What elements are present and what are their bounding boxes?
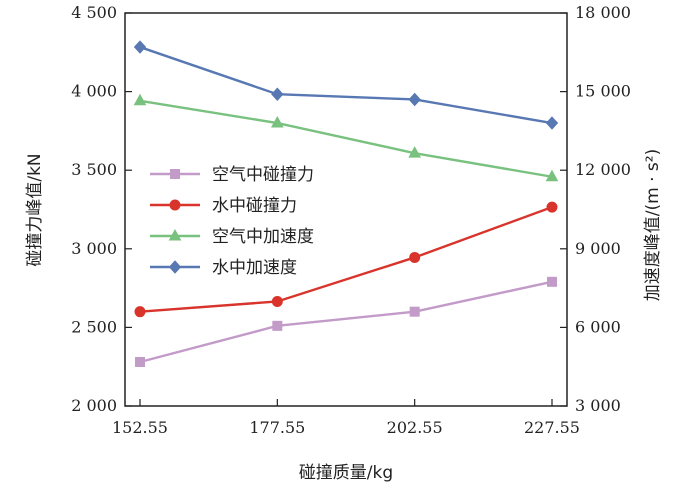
data-point [133, 40, 147, 54]
data-point [271, 295, 283, 307]
y-right-tick-label: 3 000 [575, 396, 621, 415]
y-right-tick-label: 6 000 [575, 317, 621, 336]
series-layer [133, 40, 559, 367]
x-tick-label: 177.55 [249, 418, 305, 437]
ticks: 2 000 2 500 3 000 3 500 4 000 4 500 3 000 6 000… [71, 3, 631, 437]
data-point [135, 356, 145, 367]
y-left-tick-label: 2 500 [71, 317, 117, 336]
legend-item: 空气中加速度 [150, 227, 314, 247]
y-right-tick-label: 15 000 [575, 82, 631, 101]
series-line [139, 45, 553, 125]
series-line [139, 99, 553, 178]
legend-label: 空气中碰撞力 [212, 165, 314, 185]
data-point [270, 116, 284, 128]
x-tick-label: 152.55 [112, 418, 168, 437]
data-point [409, 306, 420, 317]
legend-marker [169, 199, 181, 211]
legend-label: 水中加速度 [212, 258, 297, 278]
data-point [133, 93, 147, 106]
legend-marker [168, 228, 182, 241]
y-right-tick-label: 18 000 [575, 3, 631, 22]
data-point [409, 251, 421, 263]
y-right-tick-label: 12 000 [575, 160, 631, 179]
legend-label: 空气中加速度 [212, 227, 314, 247]
data-point [545, 169, 559, 182]
y-axis-right-title: 加速度峰值/(m · s²) [643, 149, 663, 301]
axes [124, 12, 568, 407]
data-point [271, 87, 284, 101]
legend-marker [170, 169, 180, 179]
series-line [139, 280, 553, 364]
y-left-tick-label: 2 000 [71, 396, 117, 415]
y-left-tick-label: 3 000 [71, 239, 117, 258]
plot-frame [124, 12, 568, 407]
data-point [408, 146, 422, 158]
legend-item: 空气中碰撞力 [150, 165, 314, 185]
y-left-tick-label: 3 500 [71, 160, 117, 179]
data-point [272, 320, 283, 331]
series-0 [135, 276, 557, 367]
y-left-tick-label: 4 500 [71, 3, 117, 22]
data-point [408, 92, 421, 107]
legend-item: 水中碰撞力 [150, 196, 297, 216]
series-3 [133, 40, 559, 130]
x-tick-label: 227.55 [524, 418, 580, 437]
legend-label: 水中碰撞力 [212, 196, 297, 216]
y-left-tick-label: 4 000 [71, 82, 117, 101]
x-axis-title: 碰撞质量/kg [299, 463, 393, 483]
legend-marker [168, 260, 182, 274]
y-right-tick-label: 9 000 [575, 239, 621, 258]
y-axis-left-title: 碰撞力峰值/kN [25, 153, 45, 266]
series-1 [134, 201, 558, 318]
series-2 [133, 93, 559, 182]
series-line [139, 206, 553, 313]
data-point [547, 276, 557, 287]
data-point [134, 306, 146, 318]
x-tick-label: 202.55 [387, 418, 443, 437]
data-point [546, 201, 558, 213]
legend-item: 水中加速度 [150, 258, 297, 278]
data-point [545, 116, 559, 130]
